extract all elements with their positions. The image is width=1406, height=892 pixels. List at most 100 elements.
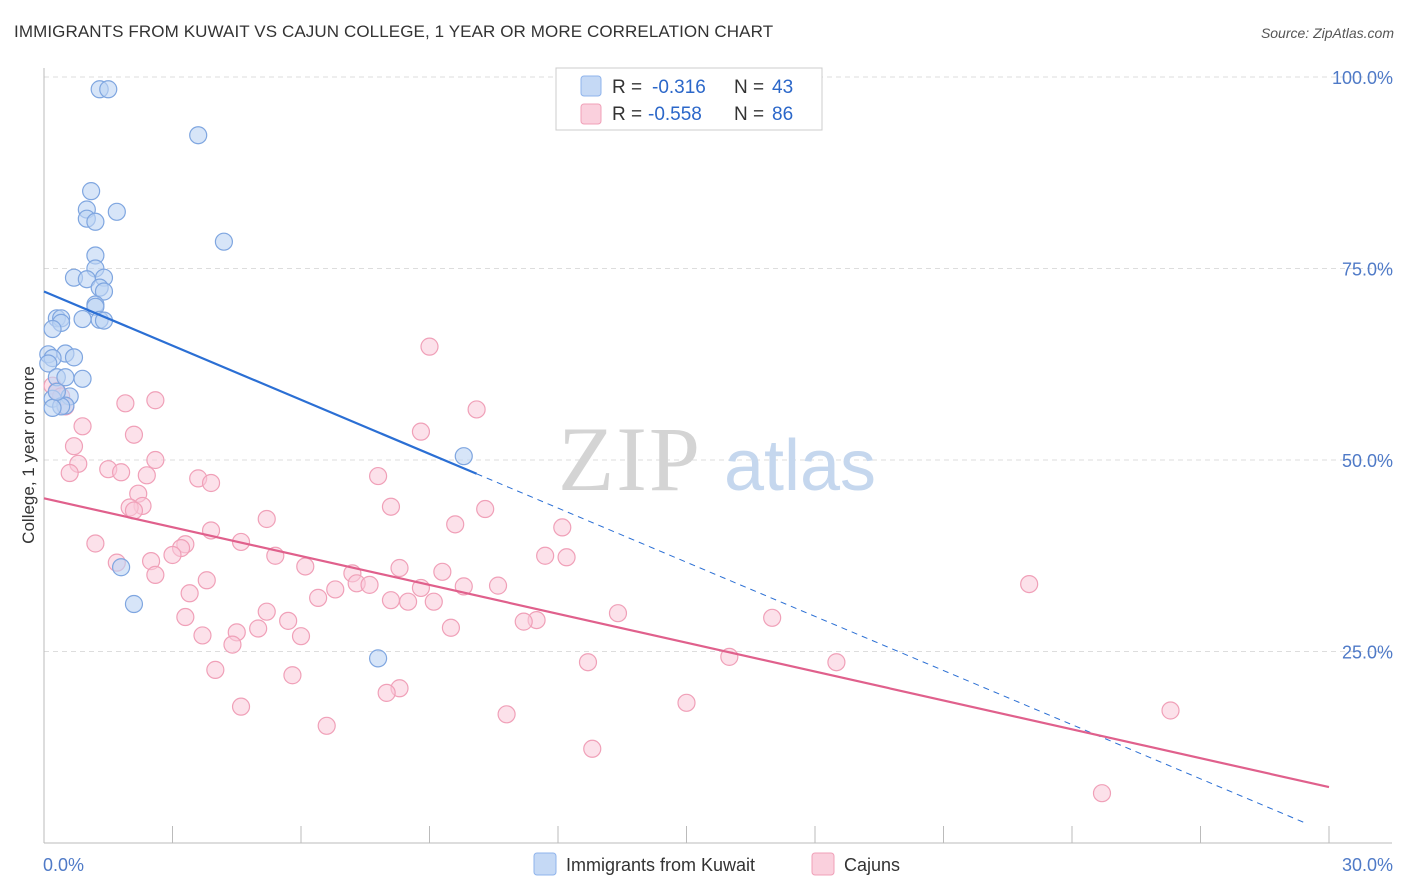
cajuns-point	[163, 545, 182, 565]
cajuns-point	[420, 337, 439, 356]
cajuns-point	[231, 697, 251, 716]
cajuns-point	[557, 548, 576, 567]
kuwait-point	[86, 212, 105, 231]
cajuns-point	[1092, 784, 1112, 803]
cajuns-point	[176, 607, 195, 627]
cajuns-point	[441, 618, 461, 637]
kuwait-point	[43, 319, 62, 339]
legend-swatch-kuwait	[580, 75, 602, 97]
x-tick-label: 0.0%	[43, 855, 84, 875]
y-tick-label: 75.0%	[1342, 260, 1393, 280]
bottom-legend-swatch-kuwait	[533, 852, 557, 876]
kuwait-trend-extension	[476, 473, 1308, 825]
cajuns-point	[583, 739, 602, 758]
kuwait-point	[111, 558, 131, 577]
cajuns-point	[467, 400, 486, 419]
cajuns-point	[377, 683, 396, 702]
kuwait-point	[73, 309, 92, 329]
legend-swatch-cajuns	[580, 103, 602, 125]
cajuns-point	[249, 619, 268, 638]
cajuns-point	[146, 391, 165, 410]
cajuns-point	[514, 612, 533, 631]
cajuns-point	[381, 497, 401, 516]
cajuns-point	[124, 425, 144, 444]
kuwait-point	[107, 202, 126, 221]
cajuns-point	[390, 558, 409, 578]
kuwait-point	[124, 594, 144, 614]
kuwait-point	[454, 447, 473, 466]
y-tick-labels: 25.0% 50.0% 75.0% 100.0%	[1332, 68, 1393, 663]
cajuns-point	[763, 608, 782, 627]
cajuns-point	[73, 417, 92, 436]
trend-lines	[43, 290, 1330, 825]
y-tick-label: 50.0%	[1342, 451, 1393, 471]
cajuns-point	[223, 635, 242, 654]
axes	[43, 68, 1392, 844]
cajuns-point	[553, 518, 572, 537]
cajuns-point	[257, 509, 276, 529]
kuwait-point	[43, 398, 62, 418]
kuwait-trend-line	[43, 290, 478, 475]
cajuns-point	[146, 565, 165, 585]
kuwait-point	[82, 182, 101, 201]
kuwait-point	[73, 369, 92, 388]
kuwait-point	[189, 126, 208, 145]
cajuns-point	[827, 653, 846, 672]
cajuns-point	[1020, 574, 1039, 594]
cajuns-point	[536, 546, 555, 565]
correlation-legend: R = -0.316 N = 43 R = -0.558 N = 86	[555, 67, 823, 131]
watermark-zip: ZIP	[558, 408, 702, 510]
cajuns-point	[146, 450, 165, 470]
legend-r-value-kuwait: -0.316	[652, 77, 706, 98]
cajuns-point	[476, 499, 495, 519]
cajuns-point	[257, 602, 276, 621]
cajuns-point	[197, 571, 216, 590]
cajuns-point	[608, 604, 628, 623]
cajuns-point	[677, 693, 696, 712]
legend-r-value-cajuns: -0.558	[648, 104, 702, 125]
y-tick-label: 100.0%	[1332, 68, 1393, 88]
cajuns-point	[411, 422, 431, 441]
watermark: ZIP atlas	[558, 408, 876, 510]
kuwait-point	[39, 354, 58, 373]
kuwait-point	[64, 348, 84, 367]
cajuns-point	[201, 473, 221, 493]
kuwait-point	[99, 80, 118, 99]
chart-title: IMMIGRANTS FROM KUWAIT VS CAJUN COLLEGE,…	[14, 22, 774, 41]
kuwait-point	[47, 382, 66, 401]
cajuns-point	[424, 592, 443, 611]
cajuns-point	[360, 575, 379, 594]
cajuns-point	[116, 394, 135, 413]
kuwait-point	[214, 232, 233, 251]
cajuns-point	[317, 716, 336, 735]
kuwait-points	[39, 80, 473, 668]
kuwait-point	[94, 282, 114, 301]
cajuns-point	[1161, 701, 1180, 720]
legend-n-value-cajuns: 86	[772, 104, 793, 125]
y-tick-label: 25.0%	[1342, 643, 1393, 663]
cajuns-point	[433, 562, 452, 581]
cajuns-point	[326, 580, 345, 599]
legend-r-label-kuwait: R =	[612, 77, 642, 98]
legend-r-label-cajuns: R =	[612, 104, 642, 125]
cajuns-point	[86, 534, 105, 553]
x-tick-labels: 0.0% 30.0%	[43, 855, 1393, 875]
series-legend: Immigrants from Kuwait Cajuns	[533, 852, 900, 876]
cajuns-trend-line	[43, 497, 1330, 789]
cajuns-point	[497, 705, 516, 724]
cajuns-point	[206, 660, 225, 679]
cajuns-point	[64, 437, 84, 456]
x-tick-label: 30.0%	[1342, 855, 1393, 875]
bottom-legend-swatch-cajuns	[811, 852, 835, 876]
cajuns-point	[369, 466, 388, 486]
bottom-legend-label-kuwait: Immigrants from Kuwait	[566, 855, 755, 875]
cajuns-point	[180, 584, 199, 603]
bottom-legend-label-cajuns: Cajuns	[844, 855, 900, 875]
cajuns-point	[283, 666, 302, 685]
cajuns-point	[111, 463, 131, 482]
y-axis-title: College, 1 year or more	[19, 366, 38, 544]
cajuns-point	[60, 463, 79, 483]
gridlines	[44, 76, 1392, 652]
cajuns-point	[398, 592, 418, 611]
